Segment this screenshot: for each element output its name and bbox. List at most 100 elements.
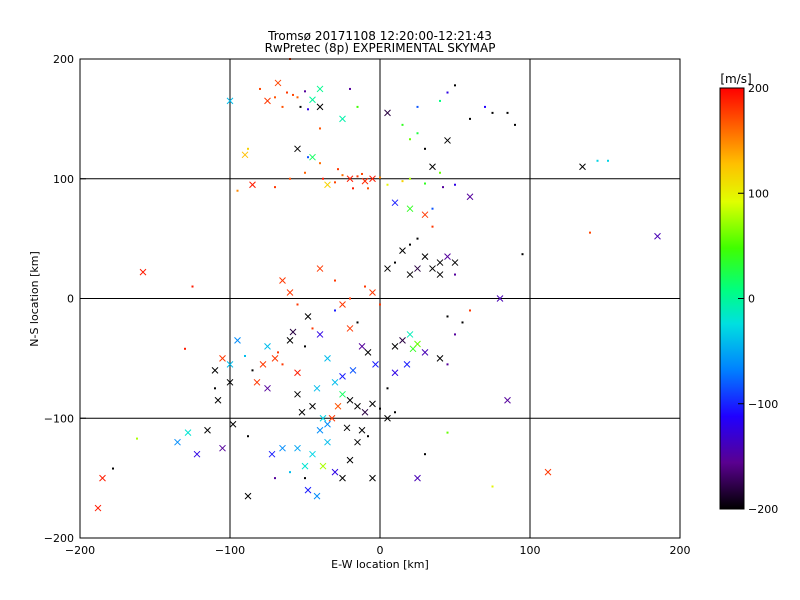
point-dot-marker bbox=[214, 387, 216, 390]
point-x-marker bbox=[384, 109, 391, 117]
point-dot-marker bbox=[304, 171, 306, 174]
point-dot-marker bbox=[409, 138, 411, 141]
data-points bbox=[94, 58, 661, 512]
point-dot-marker bbox=[469, 309, 471, 312]
point-x-marker bbox=[271, 355, 279, 362]
point-dot-marker bbox=[247, 147, 249, 150]
x-axis-label: E-W location [km] bbox=[331, 558, 429, 571]
point-x-marker bbox=[369, 474, 376, 482]
x-tick-label: 200 bbox=[670, 544, 691, 557]
point-x-marker bbox=[294, 444, 301, 452]
point-x-marker bbox=[436, 355, 444, 362]
point-dot-marker bbox=[367, 435, 369, 438]
point-dot-marker bbox=[416, 132, 419, 135]
point-x-marker bbox=[279, 277, 286, 284]
point-dot-marker bbox=[401, 180, 404, 183]
point-x-marker bbox=[346, 175, 354, 183]
point-x-marker bbox=[579, 163, 586, 171]
point-x-marker bbox=[369, 175, 376, 183]
point-x-marker bbox=[372, 361, 379, 368]
point-dot-marker bbox=[299, 105, 302, 108]
point-x-marker bbox=[331, 468, 339, 476]
point-x-marker bbox=[354, 402, 361, 410]
point-x-marker bbox=[301, 462, 309, 470]
point-dot-marker bbox=[394, 411, 396, 414]
point-x-marker bbox=[174, 438, 181, 446]
y-tick-label: −200 bbox=[44, 532, 74, 545]
point-dot-marker bbox=[319, 162, 321, 165]
point-dot-marker bbox=[484, 105, 486, 108]
point-x-marker bbox=[211, 366, 219, 374]
point-x-marker bbox=[414, 340, 421, 348]
point-x-marker bbox=[324, 181, 331, 189]
point-dot-marker bbox=[289, 471, 291, 474]
point-dot-marker bbox=[379, 176, 381, 179]
point-dot-marker bbox=[446, 363, 449, 366]
point-dot-marker bbox=[446, 315, 449, 318]
point-dot-marker bbox=[596, 159, 599, 162]
point-x-marker bbox=[253, 378, 261, 386]
point-x-marker bbox=[354, 438, 361, 446]
point-dot-marker bbox=[292, 93, 294, 96]
point-x-marker bbox=[249, 181, 256, 189]
point-x-marker bbox=[496, 295, 504, 302]
point-x-marker bbox=[369, 289, 376, 296]
point-x-marker bbox=[316, 103, 324, 111]
point-x-marker bbox=[304, 486, 312, 494]
point-dot-marker bbox=[304, 477, 306, 480]
point-dot-marker bbox=[469, 117, 471, 120]
point-x-marker bbox=[339, 115, 346, 123]
point-x-marker bbox=[544, 468, 552, 476]
point-x-marker bbox=[304, 313, 312, 320]
point-x-marker bbox=[391, 199, 399, 207]
point-dot-marker bbox=[454, 183, 456, 186]
point-dot-marker bbox=[514, 123, 516, 126]
point-dot-marker bbox=[386, 183, 389, 186]
point-x-marker bbox=[414, 474, 421, 482]
point-x-marker bbox=[429, 163, 436, 171]
point-x-marker bbox=[358, 426, 366, 434]
point-x-marker bbox=[436, 259, 444, 266]
y-tick-label: 0 bbox=[67, 293, 74, 306]
point-x-marker bbox=[313, 492, 321, 500]
point-dot-marker bbox=[409, 177, 411, 180]
point-x-marker bbox=[139, 268, 147, 276]
point-dot-marker bbox=[274, 477, 276, 480]
point-x-marker bbox=[364, 349, 372, 356]
point-x-marker bbox=[294, 390, 301, 398]
point-x-marker bbox=[654, 232, 661, 240]
point-x-marker bbox=[274, 79, 282, 87]
point-dot-marker bbox=[191, 285, 194, 288]
point-dot-marker bbox=[296, 96, 299, 99]
point-x-marker bbox=[264, 97, 271, 105]
point-dot-marker bbox=[304, 345, 306, 348]
colorbar-tick-label: −100 bbox=[748, 398, 778, 411]
point-dot-marker bbox=[334, 181, 336, 184]
point-dot-marker bbox=[491, 485, 494, 488]
point-dot-marker bbox=[442, 186, 444, 189]
point-dot-marker bbox=[322, 177, 324, 180]
point-x-marker bbox=[391, 343, 399, 350]
point-dot-marker bbox=[521, 253, 524, 256]
point-x-marker bbox=[339, 301, 346, 308]
y-tick-label: −100 bbox=[44, 412, 74, 425]
point-dot-marker bbox=[289, 177, 291, 180]
point-x-marker bbox=[259, 361, 267, 368]
point-x-marker bbox=[343, 424, 351, 432]
point-x-marker bbox=[316, 331, 324, 338]
point-dot-marker bbox=[356, 105, 359, 108]
grid-lines bbox=[80, 59, 680, 538]
point-dot-marker bbox=[247, 435, 249, 438]
point-x-marker bbox=[316, 85, 324, 93]
point-x-marker bbox=[414, 265, 421, 272]
point-dot-marker bbox=[491, 111, 494, 114]
point-dot-marker bbox=[281, 363, 284, 366]
point-dot-marker bbox=[607, 159, 609, 162]
point-x-marker bbox=[346, 396, 354, 404]
point-x-marker bbox=[436, 271, 444, 278]
colorbar-tick-label: 100 bbox=[748, 187, 769, 200]
point-dot-marker bbox=[379, 303, 381, 306]
point-x-marker bbox=[403, 361, 411, 368]
point-dot-marker bbox=[349, 87, 351, 90]
